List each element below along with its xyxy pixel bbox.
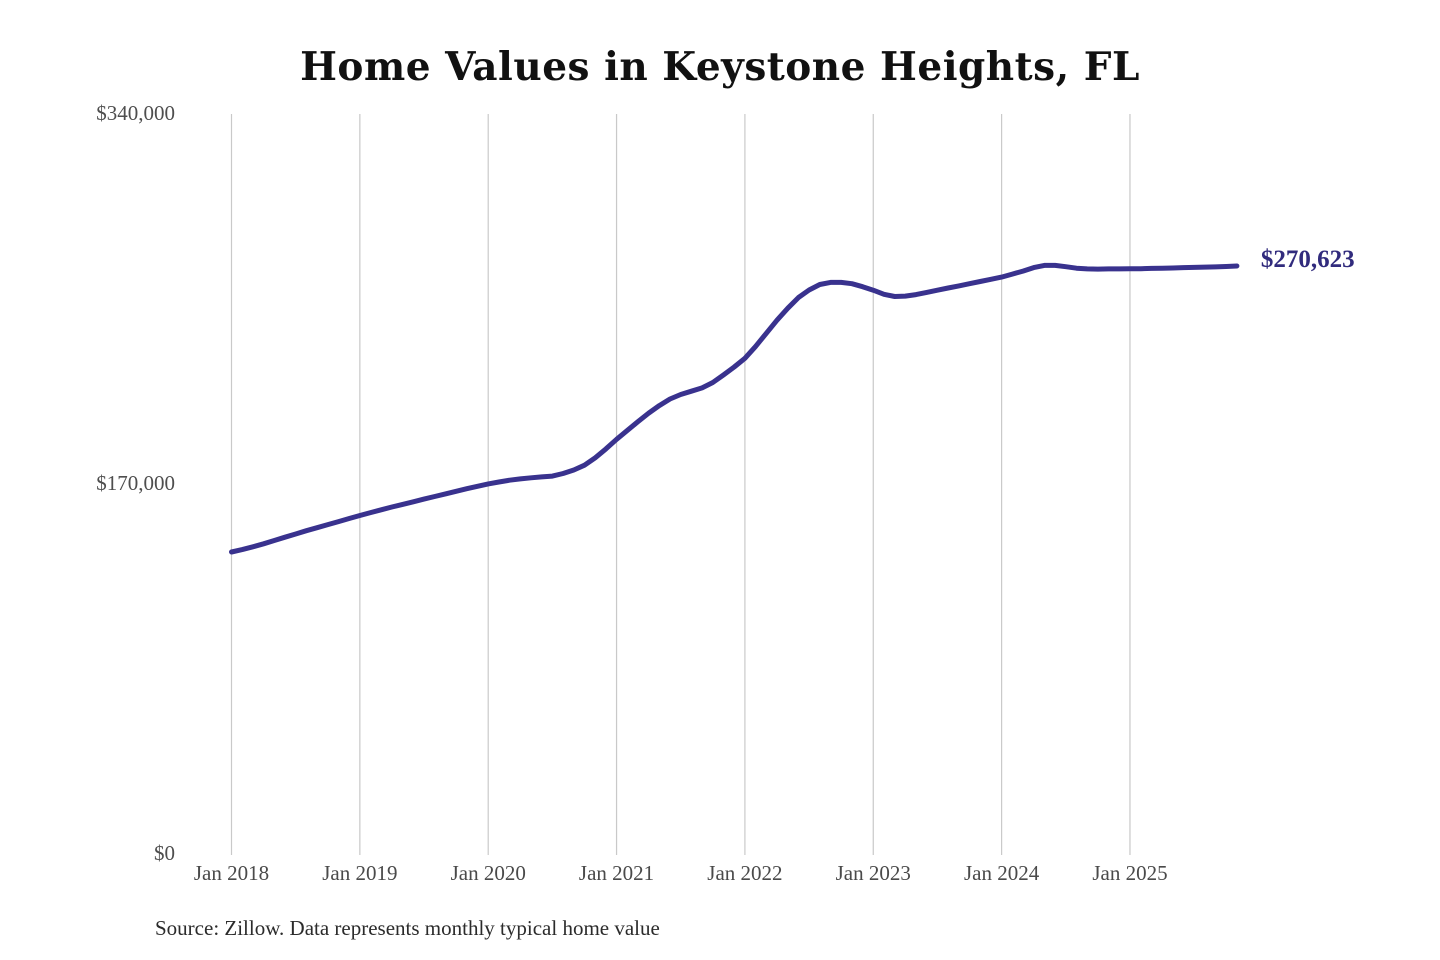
y-axis-tick-label: $0 (154, 841, 175, 865)
latest-value-label: $270,623 (1260, 245, 1355, 273)
x-axis-tick-label: Jan 2019 (322, 861, 398, 885)
x-axis-tick-label: Jan 2018 (193, 861, 270, 885)
chart-title: Home Values in Keystone Heights, FL (300, 44, 1140, 90)
x-axis-tick-label: Jan 2023 (835, 861, 911, 885)
y-axis-tick-label: $170,000 (96, 471, 175, 495)
x-axis-tick-label: Jan 2024 (963, 861, 1040, 885)
x-axis-tick-label: Jan 2025 (1092, 861, 1168, 885)
x-axis-tick-label: Jan 2021 (578, 861, 655, 885)
x-axis-tick-label: Jan 2022 (707, 861, 783, 885)
x-axis-tick-label: Jan 2020 (450, 861, 526, 885)
y-axis-tick-label: $340,000 (96, 101, 175, 125)
source-note: Source: Zillow. Data represents monthly … (155, 916, 660, 940)
home-value-line (229, 262, 1240, 555)
